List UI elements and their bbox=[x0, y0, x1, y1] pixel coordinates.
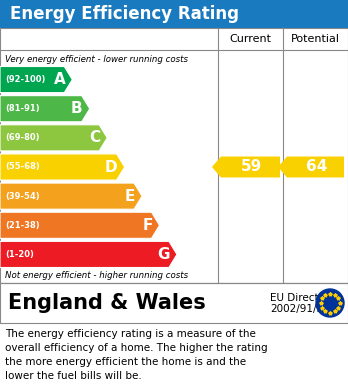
Text: The energy efficiency rating is a measure of the: The energy efficiency rating is a measur… bbox=[5, 329, 256, 339]
Text: (69-80): (69-80) bbox=[5, 133, 40, 142]
Bar bbox=[0, 283, 348, 323]
Bar bbox=[0, 0, 348, 28]
Text: A: A bbox=[54, 72, 65, 87]
Polygon shape bbox=[212, 156, 280, 178]
Polygon shape bbox=[0, 241, 177, 267]
Text: D: D bbox=[105, 160, 118, 174]
Text: Potential: Potential bbox=[291, 34, 340, 44]
Bar bbox=[0, 28, 348, 283]
Text: 2002/91/EC: 2002/91/EC bbox=[270, 304, 331, 314]
Text: (21-38): (21-38) bbox=[5, 221, 40, 230]
Circle shape bbox=[316, 289, 344, 317]
Text: Not energy efficient - higher running costs: Not energy efficient - higher running co… bbox=[5, 271, 188, 280]
Polygon shape bbox=[0, 183, 142, 209]
Text: E: E bbox=[125, 188, 135, 204]
Text: (1-20): (1-20) bbox=[5, 250, 34, 259]
Text: B: B bbox=[71, 101, 83, 116]
Text: (92-100): (92-100) bbox=[5, 75, 45, 84]
Text: lower the fuel bills will be.: lower the fuel bills will be. bbox=[5, 371, 142, 381]
Text: (55-68): (55-68) bbox=[5, 163, 40, 172]
Text: Current: Current bbox=[229, 34, 271, 44]
Text: 64: 64 bbox=[306, 160, 327, 174]
Polygon shape bbox=[278, 156, 344, 178]
Text: F: F bbox=[142, 218, 152, 233]
Polygon shape bbox=[0, 66, 72, 93]
Text: 59: 59 bbox=[241, 160, 262, 174]
Text: overall efficiency of a home. The higher the rating: overall efficiency of a home. The higher… bbox=[5, 343, 268, 353]
Text: the more energy efficient the home is and the: the more energy efficient the home is an… bbox=[5, 357, 246, 367]
Polygon shape bbox=[0, 154, 125, 180]
Polygon shape bbox=[0, 125, 107, 151]
Text: Energy Efficiency Rating: Energy Efficiency Rating bbox=[10, 5, 239, 23]
Text: C: C bbox=[89, 130, 100, 145]
Text: (81-91): (81-91) bbox=[5, 104, 40, 113]
Text: G: G bbox=[157, 247, 170, 262]
Text: EU Directive: EU Directive bbox=[270, 293, 335, 303]
Text: Very energy efficient - lower running costs: Very energy efficient - lower running co… bbox=[5, 56, 188, 65]
Polygon shape bbox=[0, 212, 159, 239]
Text: England & Wales: England & Wales bbox=[8, 293, 206, 313]
Polygon shape bbox=[0, 96, 90, 122]
Text: (39-54): (39-54) bbox=[5, 192, 40, 201]
